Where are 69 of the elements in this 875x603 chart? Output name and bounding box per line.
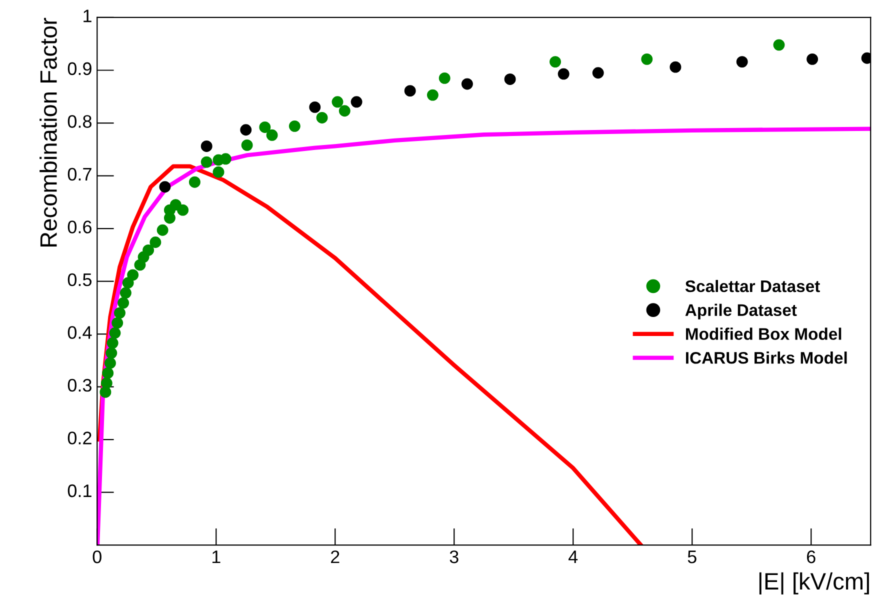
point [461, 78, 473, 90]
point [142, 244, 154, 256]
point [122, 277, 134, 289]
point [106, 347, 118, 359]
point [504, 73, 516, 85]
point [102, 367, 114, 379]
y-tick-label: 0.9 [68, 62, 92, 76]
point [106, 337, 118, 349]
legend-label: ICARUS Birks Model [686, 352, 847, 364]
point [773, 39, 785, 51]
point [736, 56, 748, 68]
point [241, 139, 253, 151]
point [350, 96, 362, 108]
point [127, 269, 139, 281]
x-axis-title: |E| [kV/cm] [759, 572, 869, 594]
point [100, 377, 112, 389]
y-tick-label: 0.2 [68, 432, 92, 444]
x-tick-label: 5 [688, 550, 696, 564]
y-tick-label: 0.4 [68, 326, 92, 339]
y-tick-label: 0.3 [68, 378, 92, 392]
point [259, 122, 271, 133]
point [118, 297, 130, 309]
x-tick-label: 0 [92, 550, 102, 564]
legend-label: Aprile Dataset [685, 304, 797, 320]
point [114, 307, 126, 319]
legend-label: Scalettar Dataset [685, 280, 820, 292]
point [120, 287, 132, 299]
point [332, 96, 344, 108]
point [806, 53, 818, 65]
point [159, 181, 171, 193]
point [104, 357, 116, 369]
point [200, 140, 212, 152]
y-tick-label: 0.5 [68, 273, 92, 286]
point [670, 61, 682, 73]
point [188, 176, 200, 188]
point [150, 236, 162, 248]
x-tick-label: 1 [212, 550, 220, 564]
y-tick-label: 1 [84, 10, 92, 22]
point [220, 153, 232, 165]
y-tick-label: 0.6 [68, 220, 92, 234]
x-tick-label: 3 [450, 550, 458, 564]
point [641, 53, 653, 65]
point [309, 101, 321, 113]
point [426, 89, 438, 101]
y-tick-label: 0.7 [68, 168, 92, 181]
point [404, 85, 416, 97]
point [316, 112, 328, 124]
point [109, 327, 121, 339]
y-axis-title: Recombination Factor [40, 18, 57, 247]
point [266, 129, 278, 141]
x-tick-label: 2 [331, 550, 340, 564]
point [550, 56, 562, 68]
legend-label: Modified Box Model [686, 328, 842, 340]
point [338, 105, 350, 117]
point [438, 72, 450, 84]
x-tick-label: 4 [568, 550, 578, 564]
y-tick-label: 0.8 [68, 115, 92, 128]
x-tick-label: 6 [807, 550, 816, 564]
point [200, 156, 212, 168]
y-tick-label: 0.1 [68, 484, 92, 498]
point [558, 68, 570, 80]
point [156, 224, 168, 236]
line-series [97, 164, 644, 546]
point [592, 67, 604, 79]
point [288, 120, 300, 132]
point [177, 204, 189, 216]
point [240, 124, 252, 136]
point [112, 317, 124, 329]
point [212, 166, 224, 178]
